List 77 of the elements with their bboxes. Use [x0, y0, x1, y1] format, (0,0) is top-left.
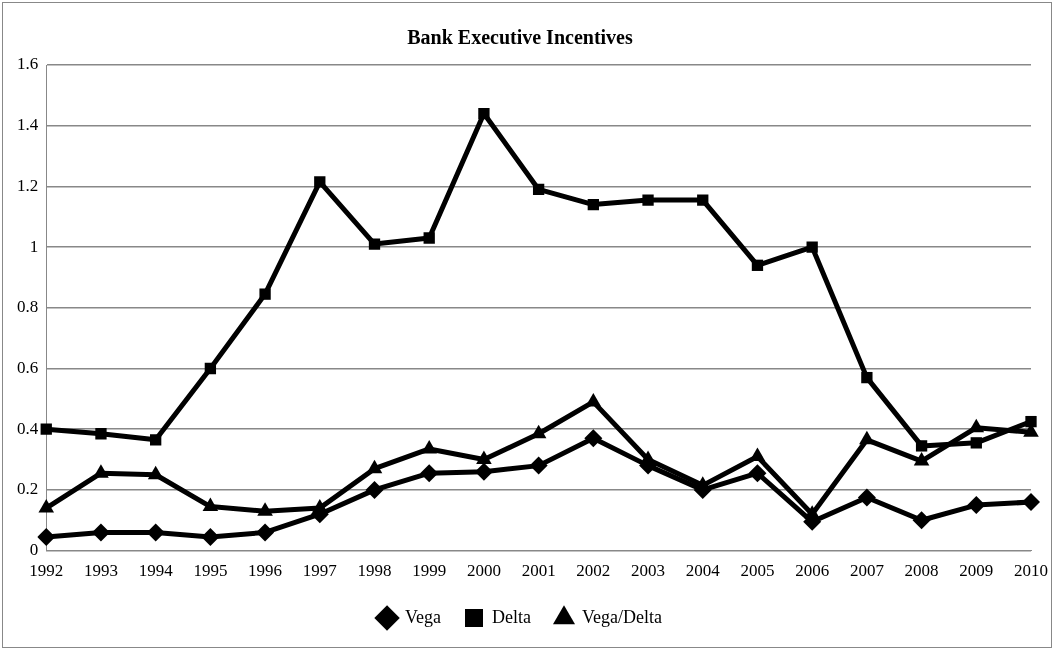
x-tick-label: 2003 — [631, 561, 666, 581]
legend-label: Delta — [492, 606, 532, 627]
point — [95, 428, 107, 440]
point — [40, 423, 52, 435]
x-tick-label: 2008 — [904, 561, 939, 581]
point — [256, 523, 275, 542]
point — [697, 194, 709, 206]
point — [259, 288, 271, 300]
point — [201, 527, 220, 546]
y-tick-label: 0.8 — [17, 297, 39, 317]
point — [751, 259, 764, 271]
y-tick-label: 1.4 — [17, 115, 39, 135]
x-tick-label: 1998 — [357, 561, 392, 581]
point — [147, 465, 164, 480]
point — [37, 527, 56, 546]
x-tick-label: 1994 — [138, 561, 174, 581]
x-tick-label: 2006 — [795, 561, 830, 581]
point — [642, 194, 654, 206]
point — [478, 107, 490, 120]
point — [968, 418, 985, 433]
point — [423, 232, 435, 244]
point — [587, 198, 599, 211]
point — [857, 488, 876, 507]
x-tick-label: 2004 — [685, 561, 721, 581]
point — [967, 496, 986, 515]
x-tick-label: 1992 — [29, 561, 64, 581]
point — [91, 523, 110, 542]
x-tick-label: 2002 — [576, 561, 611, 581]
point — [748, 464, 767, 483]
point — [368, 238, 381, 250]
y-tick-label: 0 — [29, 540, 39, 560]
legend-label: Vega/Delta — [582, 606, 662, 627]
x-tick-label: 1993 — [83, 561, 118, 581]
point — [532, 183, 545, 196]
x-tick-label: 1997 — [302, 561, 338, 581]
x-tick-label: 2010 — [1014, 561, 1048, 581]
point — [970, 437, 982, 449]
legend-label: Vega — [405, 606, 442, 627]
x-tick-label: 2001 — [521, 561, 556, 581]
point — [859, 430, 875, 445]
x-tick-label: 2005 — [740, 561, 775, 581]
point — [420, 464, 439, 483]
point — [365, 480, 384, 499]
point — [912, 511, 931, 530]
point — [38, 499, 55, 513]
point — [1025, 415, 1037, 428]
point — [915, 440, 928, 452]
x-tick-label: 2009 — [959, 561, 994, 581]
x-tick-label: 1996 — [248, 561, 283, 581]
point — [806, 241, 818, 253]
y-tick-label: 1.2 — [17, 175, 39, 195]
y-tick-label: 1 — [29, 236, 39, 256]
point — [861, 371, 873, 384]
x-tick-label: 2000 — [466, 561, 501, 581]
point — [93, 464, 109, 478]
point — [476, 450, 492, 465]
x-tick-label: 1999 — [412, 561, 447, 581]
point — [150, 434, 162, 446]
point — [474, 462, 493, 481]
point — [585, 392, 602, 407]
chart-title: Bank Executive Incentives — [407, 26, 633, 49]
point — [584, 429, 603, 448]
y-tick-label: 1.6 — [17, 54, 39, 74]
y-tick-label: 0.6 — [17, 357, 39, 377]
x-tick-label: 1995 — [193, 561, 228, 581]
y-tick-label: 0.4 — [17, 418, 39, 438]
point — [421, 439, 437, 454]
point — [202, 497, 219, 512]
point — [1022, 493, 1040, 512]
y-tick-label: 0.2 — [17, 479, 39, 499]
point — [257, 502, 273, 516]
point — [529, 456, 548, 475]
point — [366, 459, 383, 474]
point — [314, 176, 326, 188]
point — [913, 452, 930, 466]
x-tick-label: 2007 — [849, 561, 885, 581]
point — [204, 362, 217, 375]
